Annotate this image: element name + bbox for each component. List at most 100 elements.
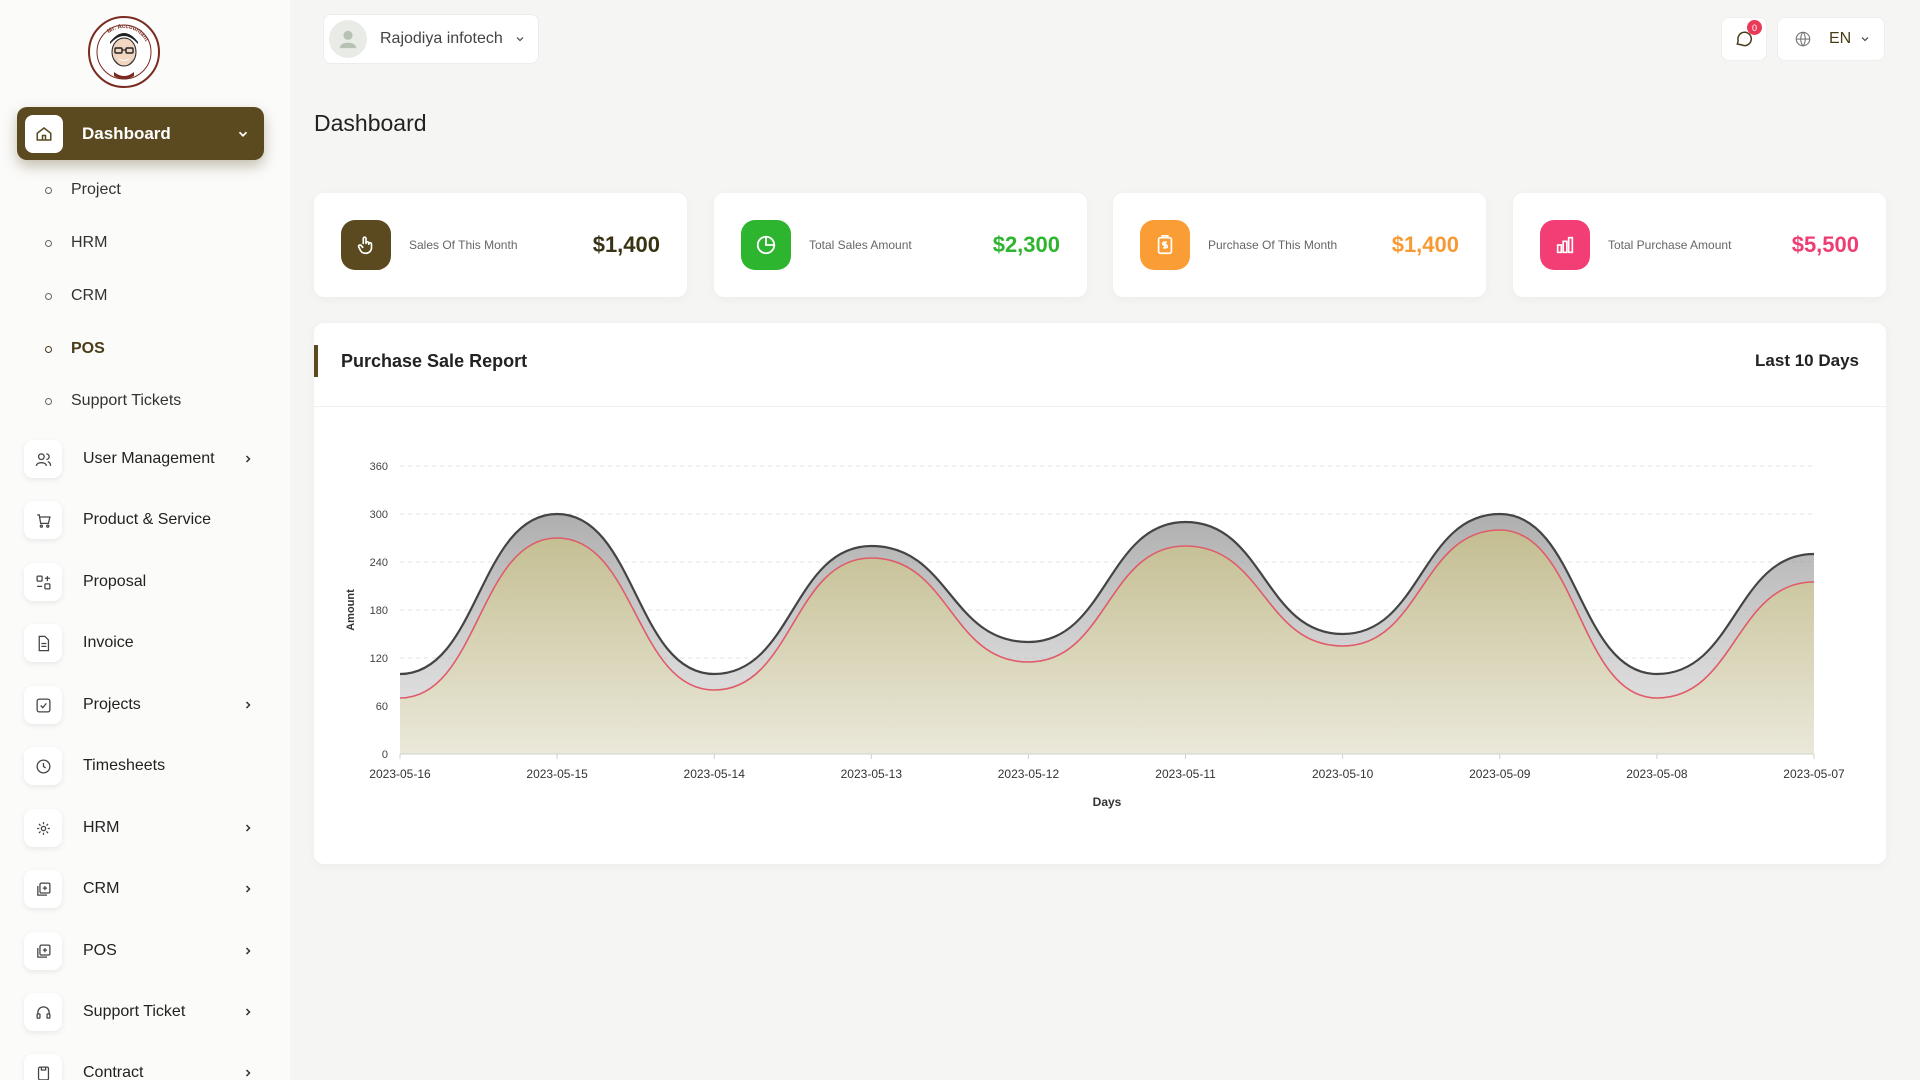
sidebar-item-label: Contract [83,1064,144,1080]
chevron-down-icon [516,37,524,42]
y-tick-label: 60 [376,701,388,713]
stat-label: Total Sales Amount [809,238,912,252]
chevron-right-icon [245,1008,251,1016]
sidebar-item-support-ticket[interactable]: Support Ticket [24,991,264,1033]
sidebar-item-crm[interactable]: CRM [24,868,264,910]
x-tick-label: 2023-05-14 [684,767,746,781]
chevron-down-icon [1861,37,1869,42]
company-selector[interactable]: Rajodiya infotech [323,14,539,64]
headphones-icon [24,993,62,1031]
layers-icon [24,932,62,970]
sidebar-item-timesheets[interactable]: Timesheets [24,745,264,787]
bullet-icon [45,239,52,247]
sidebar-item-label: Product & Service [83,511,212,528]
x-tick-label: 2023-05-15 [526,767,588,781]
chart-title: Purchase Sale Report [341,351,528,371]
stat-card-sales-month: Sales Of This Month $1,400 [314,193,687,297]
bar-chart-icon [1540,220,1590,270]
sidebar-item-contract[interactable]: Contract [24,1052,264,1080]
purchase-sale-chart: 0 60 120 180 240 300 360 2023-05-16 2023-05-15 20… [345,461,1845,809]
purchase-sale-report-card: Purchase Sale Report Last 10 Days 0 60 120… [314,323,1886,864]
sidebar-subitem-hrm[interactable]: HRM [45,228,107,258]
sidebar-item-product-service[interactable]: Product & Service [24,499,264,541]
cart-icon [24,501,62,539]
language-selector[interactable]: EN [1777,17,1885,61]
users-icon [24,440,62,478]
stat-card-total-purchase: Total Purchase Amount $5,500 [1513,193,1886,297]
sidebar-subitem-pos[interactable]: POS [45,334,105,364]
hand-pointer-icon [341,220,391,270]
x-tick-label: 2023-05-08 [1626,767,1688,781]
stat-value: $1,400 [1391,232,1459,257]
sidebar-item-label: POS [83,942,117,959]
y-tick-label: 360 [370,461,388,473]
proposal-icon [24,563,62,601]
hrm-icon [24,809,62,847]
language-code: EN [1829,30,1852,47]
series-area-1 [400,530,1814,754]
chevron-right-icon [245,455,251,463]
sidebar: Mr. Accountant Dashboard Project HRM CRM… [0,0,290,1080]
x-tick-label: 2023-05-09 [1469,767,1531,781]
clock-icon [24,747,62,785]
sidebar-item-hrm[interactable]: HRM [24,807,264,849]
stat-label: Purchase Of This Month [1208,238,1338,252]
sidebar-item-label: Proposal [83,573,147,590]
x-tick-label: 2023-05-16 [369,767,431,781]
stat-value: $2,300 [992,232,1060,257]
series-line-1 [399,529,1815,699]
chevron-right-icon [245,885,251,893]
y-tick-label: 180 [370,605,388,617]
sidebar-item-label: Timesheets [83,757,166,774]
x-tick-label: 2023-05-11 [1155,767,1216,781]
clipboard-dollar-icon [1140,220,1190,270]
sidebar-item-label: Dashboard [82,123,171,143]
sidebar-item-pos[interactable]: POS [24,930,264,972]
checkbox-icon [24,686,62,724]
chevron-right-icon [245,701,251,709]
series-line-0 [399,512,1815,676]
invoice-icon [24,624,62,662]
sidebar-item-proposal[interactable]: Proposal [24,561,264,603]
pie-chart-icon [741,220,791,270]
company-name: Rajodiya infotech [380,30,503,47]
chat-icon [1736,31,1752,47]
sidebar-subitem-support-tickets[interactable]: Support Tickets [45,386,181,416]
x-tick-label: 2023-05-12 [998,767,1060,781]
sidebar-subitem-label: Support Tickets [71,392,182,409]
y-tick-label: 300 [370,509,388,521]
x-tick-label: 2023-05-13 [841,767,903,781]
sidebar-subitem-project[interactable]: Project [45,175,121,205]
contract-icon [24,1054,62,1080]
bullet-icon [45,397,52,405]
sidebar-item-user-management[interactable]: User Management [24,438,264,480]
stat-label: Sales Of This Month [409,238,518,252]
sidebar-item-projects[interactable]: Projects [24,684,264,726]
y-tick-label: 240 [370,557,388,569]
page-title: Dashboard [314,110,427,136]
chevron-right-icon [245,1069,251,1077]
bullet-icon [45,345,52,353]
layers-icon [24,870,62,908]
sidebar-item-invoice[interactable]: Invoice [24,622,264,664]
stat-value: $1,400 [592,232,660,257]
sidebar-subitem-label: Project [71,181,121,198]
brand-logo[interactable]: Mr. Accountant [86,14,162,90]
messages-count-badge: 0 [1747,20,1762,35]
stat-card-purchase-month: Purchase Of This Month $1,400 [1113,193,1486,297]
chevron-down-icon [238,131,248,137]
x-axis-title: Days [1093,795,1122,809]
sidebar-item-label: Support Ticket [83,1003,186,1020]
sidebar-subitem-crm[interactable]: CRM [45,281,107,311]
stat-value: $5,500 [1791,232,1859,257]
sidebar-item-label: User Management [83,450,215,467]
bullet-icon [45,186,52,194]
avatar [329,20,367,58]
sidebar-subitem-label: POS [71,340,105,357]
sidebar-item-label: Invoice [83,634,134,651]
sidebar-item-dashboard[interactable]: Dashboard [17,107,264,160]
x-tick-label: 2023-05-10 [1312,767,1374,781]
sidebar-item-label: CRM [83,880,120,897]
x-tick-label: 2023-05-07 [1783,767,1845,781]
date-range-selector[interactable]: Last 10 Days [1755,351,1859,370]
